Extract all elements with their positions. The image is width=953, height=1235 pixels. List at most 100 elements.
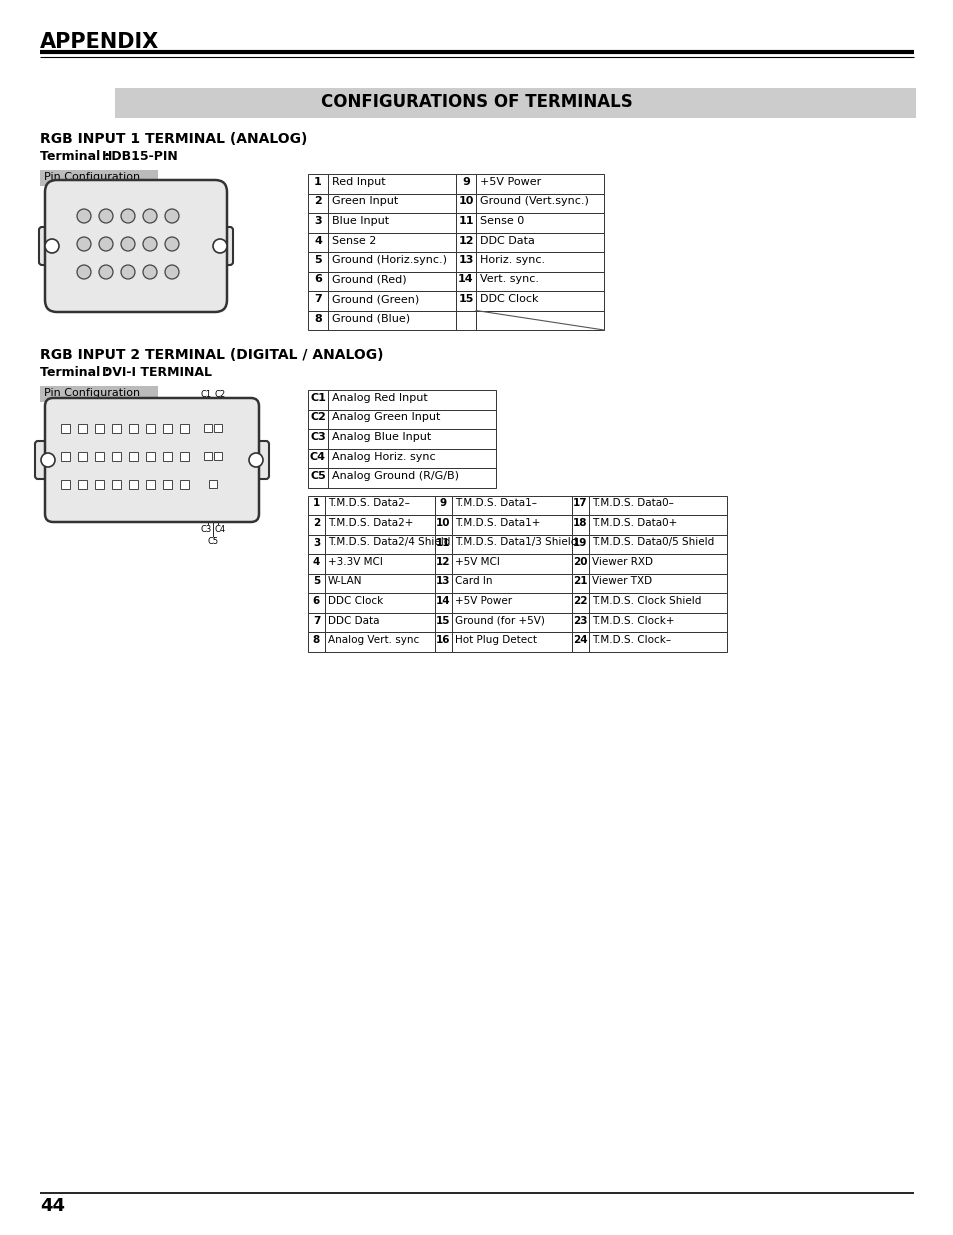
Bar <box>435 593 452 613</box>
Bar <box>435 495 452 515</box>
Text: T.M.D.S. Data2–: T.M.D.S. Data2– <box>328 499 410 509</box>
Text: HDB15-PIN: HDB15-PIN <box>102 149 178 163</box>
Circle shape <box>143 237 157 251</box>
Text: 11: 11 <box>457 216 474 226</box>
Bar <box>588 593 726 613</box>
Circle shape <box>121 209 135 224</box>
Text: Pin Configuration: Pin Configuration <box>44 172 140 182</box>
Text: 24: 24 <box>573 635 587 645</box>
Text: 21: 21 <box>573 577 587 587</box>
Text: 44: 44 <box>40 1197 65 1215</box>
Bar <box>147 452 155 461</box>
Bar <box>328 291 456 310</box>
Bar <box>452 495 572 515</box>
Bar <box>308 613 325 632</box>
Text: 9: 9 <box>461 177 470 186</box>
Text: 4: 4 <box>313 557 320 567</box>
Bar <box>308 632 325 652</box>
Bar <box>78 424 88 432</box>
Text: +5V Power: +5V Power <box>455 597 512 606</box>
FancyBboxPatch shape <box>35 441 61 479</box>
Text: 14: 14 <box>436 597 451 606</box>
Bar <box>40 387 158 403</box>
Bar <box>328 194 456 212</box>
Text: +5V Power: +5V Power <box>479 177 540 186</box>
Bar <box>328 252 456 272</box>
Bar <box>456 310 476 330</box>
Text: T.M.D.S. Data2/4 Shield: T.M.D.S. Data2/4 Shield <box>328 537 450 547</box>
Bar <box>476 252 603 272</box>
Text: Viewer RXD: Viewer RXD <box>592 557 652 567</box>
Text: Analog Blue Input: Analog Blue Input <box>332 432 431 442</box>
Text: Analog Ground (R/G/B): Analog Ground (R/G/B) <box>332 471 458 480</box>
Text: C4: C4 <box>310 452 326 462</box>
Circle shape <box>77 266 91 279</box>
Text: Pin Configuration: Pin Configuration <box>44 388 140 398</box>
Text: 17: 17 <box>573 499 587 509</box>
Text: Terminal :: Terminal : <box>40 149 113 163</box>
FancyBboxPatch shape <box>45 180 227 312</box>
Bar <box>452 515 572 535</box>
Text: C2: C2 <box>310 412 326 422</box>
Text: 13: 13 <box>436 577 450 587</box>
Bar <box>325 573 435 593</box>
Text: Ground (Horiz.sync.): Ground (Horiz.sync.) <box>332 254 447 266</box>
Text: 8: 8 <box>313 635 320 645</box>
Bar <box>204 424 212 432</box>
Text: 15: 15 <box>436 615 450 625</box>
Text: C3: C3 <box>310 432 326 442</box>
Text: 5: 5 <box>313 577 320 587</box>
Text: 3: 3 <box>313 537 320 547</box>
FancyBboxPatch shape <box>39 227 65 266</box>
Bar <box>308 468 328 488</box>
Bar <box>325 515 435 535</box>
Bar <box>476 272 603 291</box>
Text: 5: 5 <box>314 254 321 266</box>
Text: W-LAN: W-LAN <box>328 577 362 587</box>
Text: Terminal :: Terminal : <box>40 366 113 379</box>
Bar <box>588 613 726 632</box>
Bar <box>572 613 588 632</box>
Bar <box>572 555 588 573</box>
Circle shape <box>143 209 157 224</box>
Bar <box>476 174 603 194</box>
Bar <box>209 480 216 488</box>
FancyBboxPatch shape <box>45 398 258 522</box>
Text: Red Input: Red Input <box>332 177 385 186</box>
Bar <box>572 593 588 613</box>
Text: C5: C5 <box>207 537 218 546</box>
Text: 7: 7 <box>313 615 320 625</box>
Text: Ground (Blue): Ground (Blue) <box>332 314 410 324</box>
Bar <box>452 632 572 652</box>
Text: Analog Horiz. sync: Analog Horiz. sync <box>332 452 436 462</box>
Bar <box>112 424 121 432</box>
Bar <box>572 515 588 535</box>
Bar <box>328 232 456 252</box>
Text: 11: 11 <box>436 537 450 547</box>
Bar <box>308 232 328 252</box>
Bar <box>112 452 121 461</box>
Text: Analog Red Input: Analog Red Input <box>332 393 427 403</box>
Circle shape <box>99 237 112 251</box>
Text: Green Input: Green Input <box>332 196 397 206</box>
Bar <box>308 291 328 310</box>
Bar <box>435 613 452 632</box>
Bar <box>308 174 328 194</box>
Bar <box>308 495 325 515</box>
Text: T.M.D.S. Clock Shield: T.M.D.S. Clock Shield <box>592 597 700 606</box>
Bar <box>308 390 328 410</box>
Bar <box>456 232 476 252</box>
Circle shape <box>165 209 179 224</box>
Bar <box>180 479 190 489</box>
Bar <box>180 424 190 432</box>
Text: 12: 12 <box>436 557 450 567</box>
Bar <box>476 212 603 232</box>
Circle shape <box>77 237 91 251</box>
Bar <box>435 555 452 573</box>
Bar <box>130 424 138 432</box>
Bar <box>588 573 726 593</box>
Bar <box>588 555 726 573</box>
Bar <box>435 632 452 652</box>
Text: T.M.D.S. Data1+: T.M.D.S. Data1+ <box>455 517 539 529</box>
Text: T.M.D.S. Data2+: T.M.D.S. Data2+ <box>328 517 413 529</box>
